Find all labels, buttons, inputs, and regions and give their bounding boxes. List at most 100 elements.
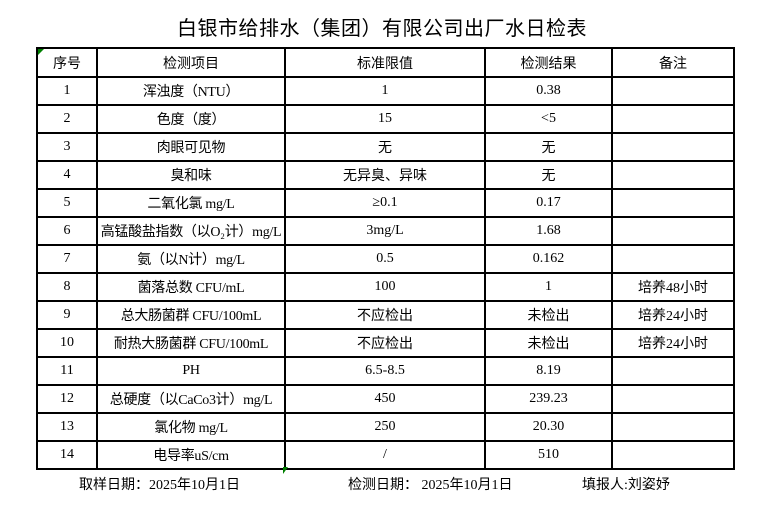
cell-item[interactable]: 菌落总数 CFU/mL xyxy=(96,272,286,302)
cell-note[interactable]: 培养48小时 xyxy=(611,272,735,302)
cell-limit[interactable]: 不应检出 xyxy=(284,328,486,358)
cell-limit[interactable]: 15 xyxy=(284,104,486,134)
cell-limit[interactable]: 无异臭、异味 xyxy=(284,160,486,190)
table-row: 9 总大肠菌群 CFU/100mL 不应检出 未检出 培养24小时 xyxy=(36,300,735,330)
cell-limit[interactable]: 1 xyxy=(284,76,486,106)
table-body: 1 浑浊度（NTU） 1 0.38 2 色度（度） 15 <5 3 肉眼可见物无无 4 臭和味 无异臭、… xyxy=(36,76,735,470)
cell-item[interactable]: 色度（度） xyxy=(96,104,286,134)
table-row: 11 PH 6.5-8.5 8.19 xyxy=(36,356,735,386)
header-label-result: 检测结果 xyxy=(520,56,577,72)
cell-result[interactable]: 未检出 xyxy=(484,300,613,330)
cell-result[interactable]: <5 xyxy=(484,104,613,134)
cell-note[interactable] xyxy=(611,440,735,470)
cell-item[interactable]: 肉眼可见物 xyxy=(96,132,286,162)
cell-result[interactable]: 0.162 xyxy=(484,244,613,274)
cell-no[interactable]: 5 xyxy=(36,188,98,218)
excel-error-indicator-icon xyxy=(39,50,44,55)
cell-limit[interactable]: 无 xyxy=(284,132,486,162)
testing-date: 检测日期： 2025年10月1日 xyxy=(348,478,513,493)
cell-item[interactable]: 浑浊度（NTU） xyxy=(96,76,286,106)
cell-item[interactable]: 氨（以N计）mg/L xyxy=(96,244,286,274)
cell-result[interactable]: 无 xyxy=(484,160,613,190)
sampling-date: 取样日期：2025年10月1日 xyxy=(79,478,240,493)
cell-no[interactable]: 12 xyxy=(36,384,98,414)
cell-no[interactable]: 7 xyxy=(36,244,98,274)
table-row: 12 总硬度（以CaCo3计）mg/L 450 239.23 xyxy=(36,384,735,414)
cell-item[interactable]: 臭和味 xyxy=(96,160,286,190)
cell-note[interactable]: 培养24小时 xyxy=(611,300,735,330)
table-header-row: 序号 检测项目 标准限值 检测结果 备注 xyxy=(36,47,735,78)
cell-note[interactable] xyxy=(611,104,735,134)
cell-note[interactable] xyxy=(611,216,735,246)
cell-no[interactable]: 10 xyxy=(36,328,98,358)
cell-no[interactable]: 13 xyxy=(36,412,98,442)
cell-item[interactable]: 高锰酸盐指数（以O₂计）mg/L xyxy=(96,216,286,246)
header-cell-limit[interactable]: 标准限值 xyxy=(284,47,486,78)
cell-note[interactable] xyxy=(611,132,735,162)
cell-no[interactable]: 11 xyxy=(36,356,98,386)
cell-note[interactable] xyxy=(611,244,735,274)
cell-item[interactable]: 耐热大肠菌群 CFU/100mL xyxy=(96,328,286,358)
table-row: 10 耐热大肠菌群 CFU/100mL 不应检出 未检出 培养24小时 xyxy=(36,328,735,358)
cell-result[interactable]: 8.19 xyxy=(484,356,613,386)
cell-note[interactable] xyxy=(611,188,735,218)
table-row: 8 菌落总数 CFU/mL 100 1 培养48小时 xyxy=(36,272,735,302)
cell-item[interactable]: 二氧化氯 mg/L xyxy=(96,188,286,218)
header-cell-no[interactable]: 序号 xyxy=(36,47,98,78)
header-cell-result[interactable]: 检测结果 xyxy=(484,47,613,78)
header-label-item: 检测项目 xyxy=(163,56,219,72)
excel-fill-handle-icon xyxy=(283,467,288,474)
cell-limit[interactable]: 450 xyxy=(284,384,486,414)
cell-no[interactable]: 9 xyxy=(36,300,98,330)
cell-note[interactable] xyxy=(611,76,735,106)
cell-result[interactable]: 未检出 xyxy=(484,328,613,358)
table-row: 1 浑浊度（NTU） 1 0.38 xyxy=(36,76,735,106)
cell-note[interactable] xyxy=(611,356,735,386)
cell-limit[interactable]: 3mg/L xyxy=(284,216,486,246)
header-cell-item[interactable]: 检测项目 xyxy=(96,47,286,78)
cell-result[interactable]: 无 xyxy=(484,132,613,162)
cell-limit[interactable]: 6.5-8.5 xyxy=(284,356,486,386)
cell-note[interactable] xyxy=(611,160,735,190)
cell-no[interactable]: 4 xyxy=(36,160,98,190)
cell-note[interactable] xyxy=(611,412,735,442)
header-label-no: 序号 xyxy=(53,56,81,72)
table-row: 2 色度（度） 15 <5 xyxy=(36,104,735,134)
header-cell-note[interactable]: 备注 xyxy=(611,47,735,78)
cell-item[interactable]: 总硬度（以CaCo3计）mg/L xyxy=(96,384,286,414)
cell-item[interactable]: 氯化物 mg/L xyxy=(96,412,286,442)
cell-limit[interactable]: 100 xyxy=(284,272,486,302)
cell-note[interactable] xyxy=(611,384,735,414)
cell-limit[interactable]: 不应检出 xyxy=(284,300,486,330)
cell-no[interactable]: 3 xyxy=(36,132,98,162)
table-row: 3 肉眼可见物无无 xyxy=(36,132,735,162)
daily-water-test-table: 序号 检测项目 标准限值 检测结果 备注 1 浑浊度（NTU） 1 0.38 2 色度（度… xyxy=(36,47,735,470)
cell-result[interactable]: 239.23 xyxy=(484,384,613,414)
cell-result[interactable]: 510 xyxy=(484,440,613,470)
cell-result[interactable]: 1 xyxy=(484,272,613,302)
cell-item[interactable]: PH xyxy=(96,356,286,386)
cell-note[interactable]: 培养24小时 xyxy=(611,328,735,358)
cell-limit[interactable]: 250 xyxy=(284,412,486,442)
cell-no[interactable]: 1 xyxy=(36,76,98,106)
cell-result[interactable]: 0.17 xyxy=(484,188,613,218)
cell-limit[interactable]: 0.5 xyxy=(284,244,486,274)
reporter-name: 填报人:刘姿妤 xyxy=(582,478,670,493)
page-title: 白银市给排水（集团）有限公司出厂水日检表 xyxy=(177,18,587,40)
cell-no[interactable]: 14 xyxy=(36,440,98,470)
table-row: 14 电导率uS/cm/510 xyxy=(36,440,735,470)
cell-item[interactable]: 总大肠菌群 CFU/100mL xyxy=(96,300,286,330)
cell-no[interactable]: 2 xyxy=(36,104,98,134)
cell-result[interactable]: 20.30 xyxy=(484,412,613,442)
cell-no[interactable]: 8 xyxy=(36,272,98,302)
table-row: 6 高锰酸盐指数（以O₂计）mg/L 3mg/L 1.68 xyxy=(36,216,735,246)
cell-result[interactable]: 1.68 xyxy=(484,216,613,246)
table-row: 4 臭和味 无异臭、异味无 xyxy=(36,160,735,190)
header-label-note: 备注 xyxy=(659,56,687,72)
cell-no[interactable]: 6 xyxy=(36,216,98,246)
cell-item[interactable]: 电导率uS/cm xyxy=(96,440,286,470)
cell-limit[interactable]: ≥0.1 xyxy=(284,188,486,218)
cell-limit[interactable]: / xyxy=(284,440,486,470)
header-label-limit: 标准限值 xyxy=(357,56,413,72)
cell-result[interactable]: 0.38 xyxy=(484,76,613,106)
